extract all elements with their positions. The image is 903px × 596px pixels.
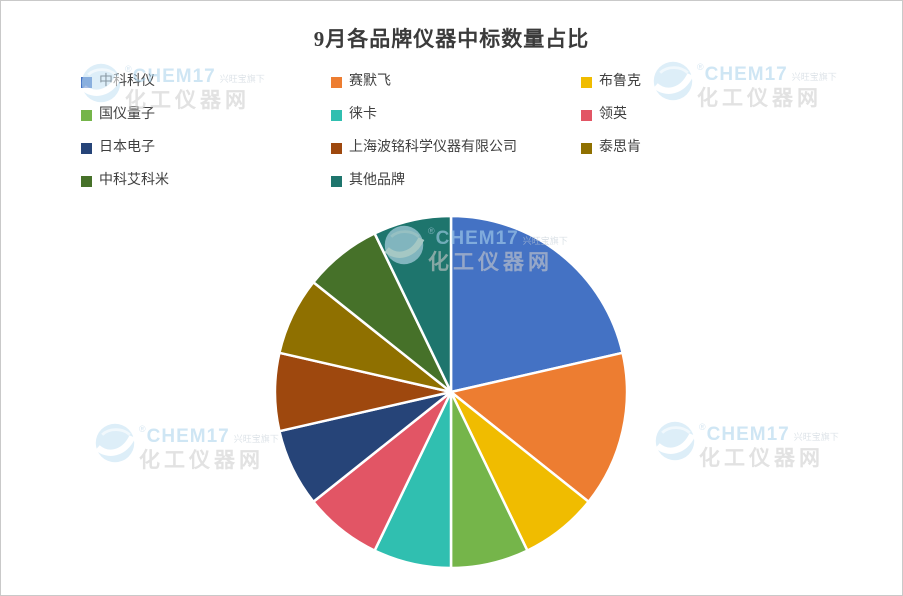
watermark-site-name: 化工仪器网 <box>699 447 824 470</box>
legend-item: 中科艾科米 <box>81 170 169 192</box>
legend-swatch-icon <box>81 109 92 121</box>
legend-label: 国仪量子 <box>99 107 155 122</box>
registered-mark: ® <box>699 422 706 432</box>
legend-item: 赛默飞 <box>331 71 391 93</box>
watermark-text: ®CHEM17 兴旺宝旗下 化工仪器网 <box>699 417 839 471</box>
legend-swatch-icon <box>581 142 592 154</box>
legend-label: 上海波铭科学仪器有限公司 <box>349 140 517 155</box>
legend-label: 中科艾科米 <box>99 173 169 188</box>
legend-swatch-icon <box>331 76 342 88</box>
legend-item: 其他品牌 <box>331 170 405 192</box>
chem17-globe-icon <box>95 423 136 463</box>
legend-item: 日本电子 <box>81 137 155 159</box>
chart-title: 9月各品牌仪器中标数量占比 <box>313 27 590 51</box>
legend-label: 布鲁克 <box>599 74 641 89</box>
watermark-tagline: 兴旺宝旗下 <box>219 74 265 84</box>
registered-mark: ® <box>697 62 704 72</box>
watermark-site-name: 化工仪器网 <box>139 449 264 472</box>
chem17-globe-icon <box>655 421 696 461</box>
watermark-site-name: 化工仪器网 <box>697 87 822 110</box>
legend-swatch-icon <box>81 175 92 187</box>
legend-item: 徕卡 <box>331 104 377 126</box>
legend-label: 泰思肯 <box>599 140 641 155</box>
legend-label: 领英 <box>599 107 627 122</box>
legend-swatch-icon <box>581 109 592 121</box>
legend-swatch-icon <box>331 109 342 121</box>
legend-label: 日本电子 <box>99 140 155 155</box>
chem17-globe-icon <box>653 61 694 101</box>
legend-label: 赛默飞 <box>349 74 391 89</box>
legend-label: 中科科仪 <box>99 74 155 89</box>
chem17-watermark: ®CHEM17 兴旺宝旗下 化工仪器网 <box>653 417 839 471</box>
watermark-text: ®CHEM17 兴旺宝旗下 化工仪器网 <box>139 419 279 473</box>
watermark-brand: CHEM17 <box>146 426 230 447</box>
legend-item: 国仪量子 <box>81 104 155 126</box>
pie-slice-1 <box>449 214 624 394</box>
legend-item: 布鲁克 <box>581 71 641 93</box>
pie-chart <box>273 214 629 570</box>
legend-swatch-icon <box>331 142 342 154</box>
legend-swatch-icon <box>581 76 592 88</box>
pie-slice-2 <box>449 351 629 503</box>
registered-mark: ® <box>139 424 146 434</box>
watermark-brand: CHEM17 <box>706 424 790 445</box>
chem17-watermark: ®CHEM17 兴旺宝旗下 化工仪器网 <box>93 419 279 473</box>
legend-item: 领英 <box>581 104 627 126</box>
legend-swatch-icon <box>81 142 92 154</box>
legend-item: 上海波铭科学仪器有限公司 <box>331 137 517 159</box>
watermark-text: ®CHEM17 兴旺宝旗下 化工仪器网 <box>697 57 837 111</box>
watermark-brand: CHEM17 <box>704 64 788 85</box>
legend-swatch-icon <box>81 76 92 88</box>
watermark-tagline: 兴旺宝旗下 <box>791 72 837 82</box>
watermark-tagline: 兴旺宝旗下 <box>793 432 839 442</box>
chem17-watermark: ®CHEM17 兴旺宝旗下 化工仪器网 <box>651 57 837 111</box>
legend-item: 中科科仪 <box>81 71 155 93</box>
legend-item: 泰思肯 <box>581 137 641 159</box>
legend-label: 其他品牌 <box>349 173 405 188</box>
legend-label: 徕卡 <box>349 107 377 122</box>
legend-swatch-icon <box>331 175 342 187</box>
